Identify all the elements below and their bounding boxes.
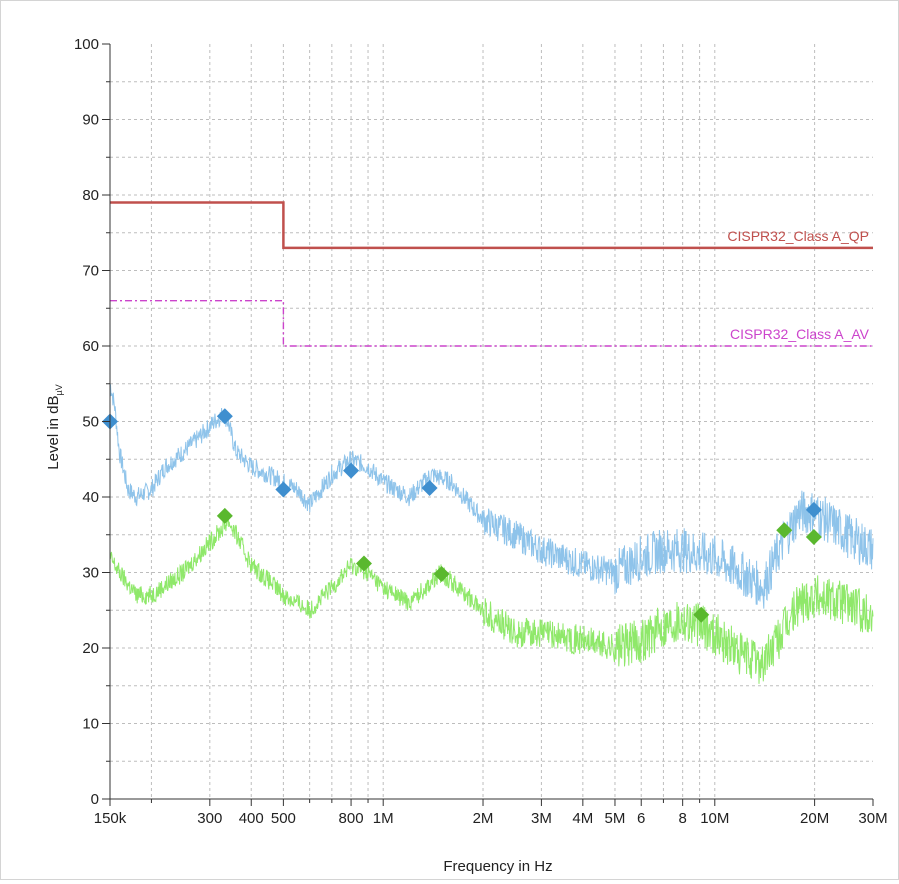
y-tick-label: 30 [82,565,99,582]
labels: Frequency in Hz Level in dBµV CISPR32_Cl… [45,36,888,875]
y-axis-title: Level in dBµV [45,384,64,469]
data-marker [343,462,360,479]
grid-lines [110,44,873,799]
x-tick-label: 3M [531,810,552,827]
y-tick-label: 0 [91,791,99,808]
x-tick-label: 2M [473,810,494,827]
y-tick-label: 100 [74,36,99,53]
data-marker [216,408,233,425]
y-axis-title-text: Level in dB [45,395,62,469]
measurement-markers [102,408,822,623]
data-marker [275,481,292,498]
y-axis-unit: µV [54,384,64,395]
x-tick-label: 10M [700,810,729,827]
data-marker [776,522,793,539]
x-tick-label: 150k [94,810,127,827]
data-marker [216,507,233,524]
y-tick-label: 20 [82,640,99,657]
x-tick-label: 20M [800,810,829,827]
data-marker [805,529,822,546]
limit-label: CISPR32_Class A_AV [730,326,870,342]
y-tick-label: 90 [82,112,99,129]
x-axis-title: Frequency in Hz [443,858,552,875]
x-tick-label: 300 [197,810,222,827]
data-marker [355,555,372,572]
limit-lines [110,201,873,347]
axes [102,43,874,806]
y-tick-label: 10 [82,716,99,733]
x-tick-label: 30M [858,810,887,827]
x-tick-label: 500 [271,810,296,827]
measurement-trace [109,515,874,684]
y-tick-label: 50 [82,414,99,431]
measurement-trace [109,383,874,609]
y-tick-label: 40 [82,489,99,506]
y-tick-label: 80 [82,187,99,204]
y-tick-label: 70 [82,263,99,280]
x-tick-label: 8 [678,810,686,827]
measurement-traces [109,383,874,684]
data-marker [805,501,822,518]
x-tick-label: 400 [239,810,264,827]
data-marker [421,479,438,496]
x-tick-label: 5M [605,810,626,827]
data-marker [433,566,450,583]
limit-line [110,300,873,347]
x-tick-label: 6 [637,810,645,827]
limit-label: CISPR32_Class A_QP [727,228,869,244]
x-tick-label: 4M [572,810,593,827]
x-tick-label: 800 [339,810,364,827]
y-tick-label: 60 [82,338,99,355]
x-tick-label: 1M [373,810,394,827]
data-marker [693,606,710,623]
limit-line [110,201,873,250]
